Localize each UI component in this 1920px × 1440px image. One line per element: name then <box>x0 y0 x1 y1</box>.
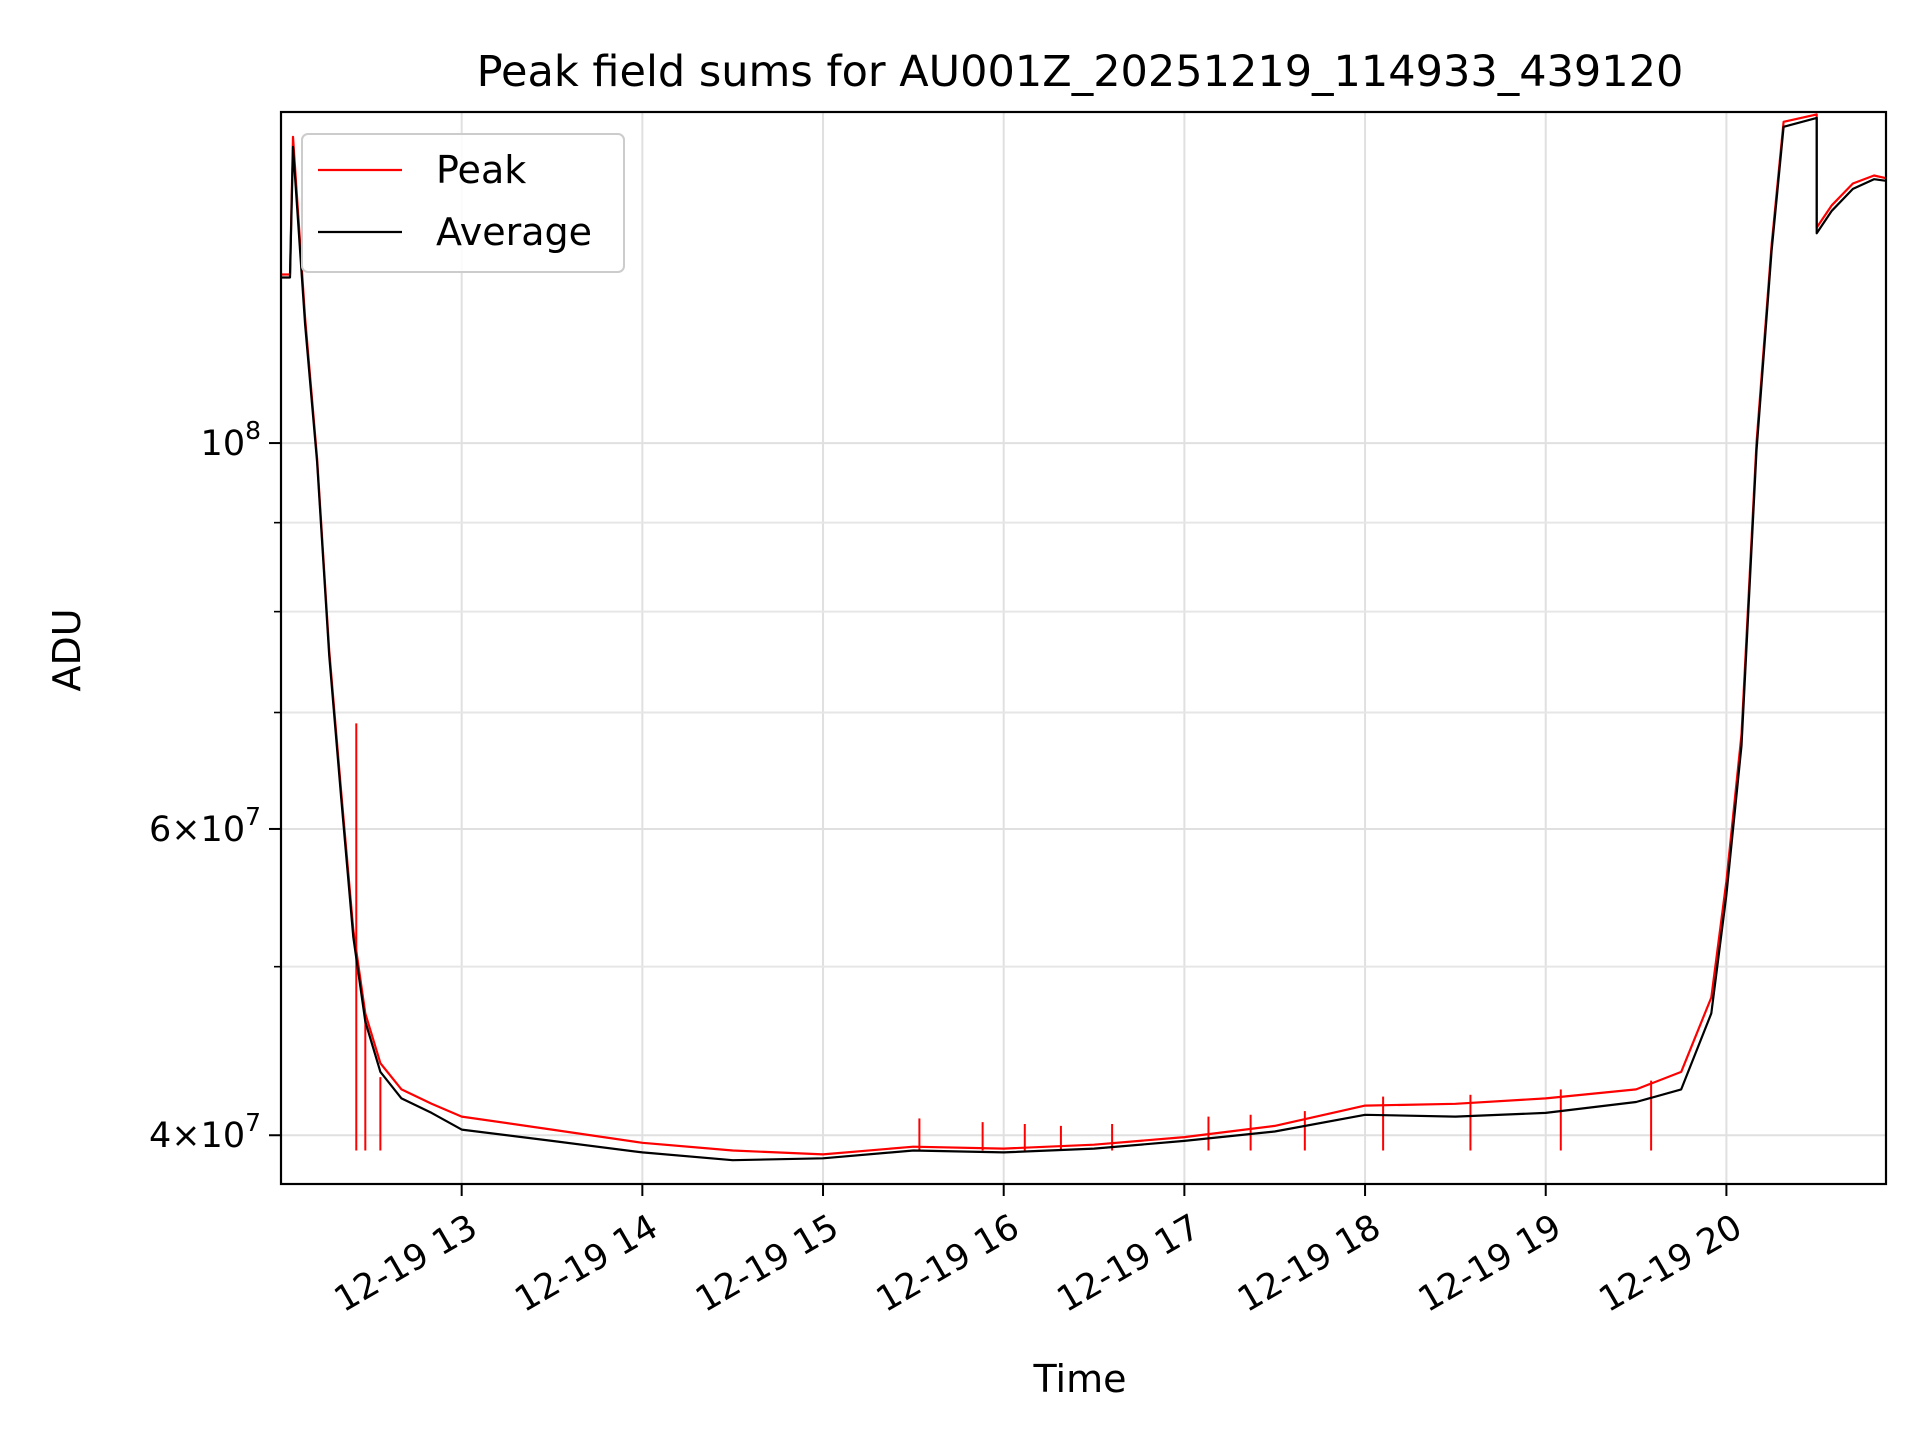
legend: Peak Average <box>301 133 625 273</box>
plot-area: 12-19 13 12-19 14 12-19 15 12-19 16 12-19 17… <box>149 110 1888 1320</box>
x-axis-label: Time <box>1033 1357 1127 1401</box>
legend-box <box>301 133 625 273</box>
chart-title: Peak field sums for AU001Z_20251219_1149… <box>477 47 1684 97</box>
x-tick-label: 12-19 15 <box>689 1207 845 1320</box>
y-axis-label: ADU <box>45 608 89 691</box>
x-tick-label: 12-19 16 <box>870 1207 1026 1320</box>
axes-frame <box>279 110 1888 1186</box>
legend-label-peak: Peak <box>436 148 526 192</box>
series-average-line <box>281 116 1887 1162</box>
legend-label-average: Average <box>436 210 592 254</box>
x-tick-label: 12-19 20 <box>1593 1207 1749 1320</box>
x-tick-label: 12-19 14 <box>509 1207 665 1320</box>
x-tick-label: 12-19 19 <box>1412 1207 1568 1320</box>
y-tick-label: 4×107 <box>149 1108 261 1156</box>
y-tick-label: 6×107 <box>149 802 261 850</box>
x-tick-label: 12-19 13 <box>328 1207 484 1320</box>
x-tick-label: 12-19 17 <box>1051 1207 1207 1320</box>
y-tick-label: 108 <box>201 416 261 464</box>
x-tick-label: 12-19 18 <box>1231 1207 1387 1320</box>
